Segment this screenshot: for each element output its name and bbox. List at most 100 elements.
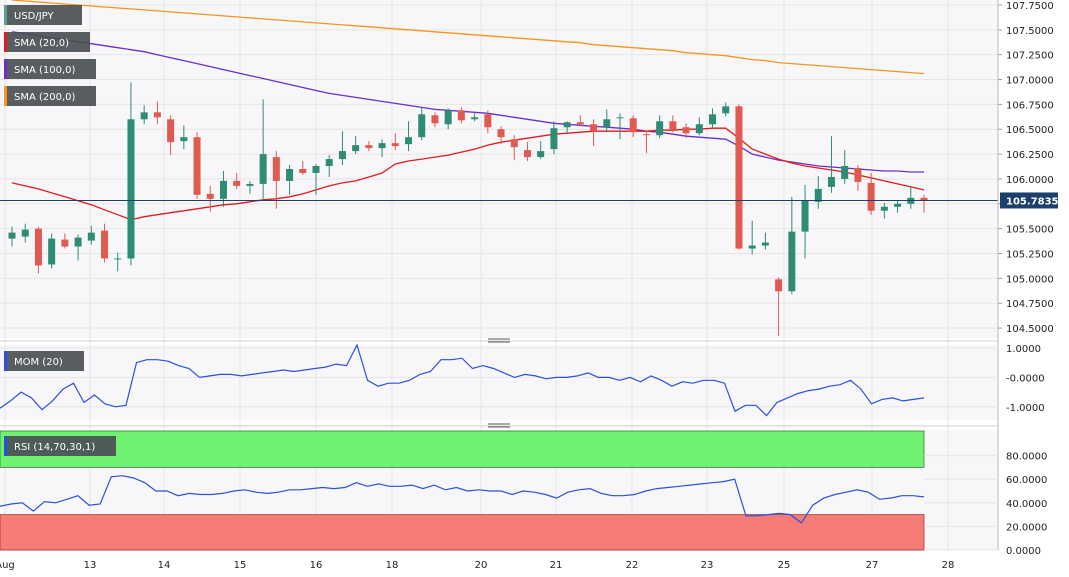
legend-sma100-swatch: [4, 59, 7, 79]
candle-body: [814, 188, 822, 202]
candle-body: [801, 200, 809, 232]
legend-sma100-label: SMA (100,0): [14, 65, 76, 76]
candle-body: [457, 110, 465, 121]
candle-body: [405, 137, 413, 145]
price-tick-label: 106.2500: [1006, 150, 1054, 161]
price-tick-label: 106.7500: [1006, 100, 1054, 111]
rsi-tick-label: 20.0000: [1006, 522, 1047, 533]
rsi-tick-label: 40.0000: [1006, 499, 1047, 510]
candle-body: [246, 183, 254, 186]
x-tick-label: 14: [158, 560, 171, 571]
price-tick-label: 105.0000: [1006, 274, 1054, 285]
candle-body: [880, 206, 888, 211]
candle-body: [484, 114, 492, 128]
candle-body: [695, 124, 703, 134]
candle-body: [378, 143, 386, 149]
candle-body: [418, 114, 426, 138]
legend-sma100-box: [4, 59, 96, 79]
x-tick-label: 15: [234, 560, 247, 571]
candle-body: [312, 166, 320, 173]
candle-body: [444, 110, 452, 125]
x-tick-label: 27: [866, 560, 879, 571]
price-tick-label: 107.7500: [1006, 1, 1054, 12]
candle-body: [497, 129, 505, 138]
candle-body: [471, 117, 479, 120]
candle-body: [827, 176, 835, 187]
price-tick-label: 106.0000: [1006, 175, 1054, 186]
candle-body: [365, 145, 373, 149]
candle-body: [219, 180, 227, 199]
x-tick-label: Aug: [0, 560, 15, 571]
candle-body: [74, 237, 82, 247]
momentum-tick-label: 1.0000: [1006, 344, 1041, 355]
candle-body: [894, 203, 902, 207]
candle-body: [920, 197, 928, 201]
legend-symbol-box: [4, 5, 82, 25]
x-tick-label: 22: [626, 560, 639, 571]
candle-body: [431, 115, 439, 124]
rsi-tick-label: 60.0000: [1006, 475, 1047, 486]
candle-body: [576, 122, 584, 125]
sma20-line: [11, 127, 925, 221]
x-tick-label: 28: [942, 560, 955, 571]
candle-body: [735, 106, 743, 249]
candle-body: [682, 127, 690, 134]
rsi-overbought-zone: [0, 430, 925, 468]
price-tick-label: 107.0000: [1006, 76, 1054, 87]
candle-body: [286, 169, 294, 181]
rsi-tick-label: 80.0000: [1006, 452, 1047, 463]
legend-rsi-label: RSI (14,70,30,1): [14, 442, 95, 453]
candle-body: [193, 137, 201, 195]
x-tick-label: 25: [778, 560, 791, 571]
legend-symbol-swatch: [4, 5, 7, 25]
candle-body: [854, 168, 862, 182]
momentum-tick-label: -0.0000: [1006, 373, 1045, 384]
candle-body: [603, 119, 611, 128]
momentum-panel-bg: [0, 345, 998, 420]
candle-body: [259, 154, 267, 184]
price-panel-bg: [0, 0, 998, 338]
legend-symbol-label: USD/JPY: [14, 11, 54, 22]
legend-momentum-box: [4, 351, 84, 371]
candle-body: [101, 230, 109, 259]
legend-sma20-box: [4, 32, 90, 52]
x-tick-label: 16: [310, 560, 323, 571]
candle-body: [34, 228, 42, 266]
candle-body: [748, 245, 756, 249]
candle-body: [669, 121, 677, 130]
candle-body: [761, 242, 769, 246]
candle-body: [537, 151, 545, 158]
legend-rsi-box: [4, 436, 116, 456]
x-tick-label: 21: [550, 560, 563, 571]
legend-sma20-swatch: [4, 32, 7, 52]
price-tick-label: 104.7500: [1006, 299, 1054, 310]
candle-body: [642, 134, 650, 136]
candle-body: [272, 157, 280, 181]
candle-body: [140, 112, 148, 120]
legend-momentum-swatch: [4, 351, 7, 371]
legend-rsi-swatch: [4, 436, 7, 456]
sma200-line: [11, 0, 925, 75]
candle-body: [616, 117, 624, 119]
price-tick-label: 107.5000: [1006, 26, 1054, 37]
candle-body: [153, 112, 161, 118]
candle-body: [867, 182, 875, 211]
candle-body: [180, 137, 188, 142]
candle-body: [8, 232, 16, 239]
price-tick-label: 105.5000: [1006, 225, 1054, 236]
candle-body: [629, 118, 637, 133]
legend-momentum-label: MOM (20): [14, 357, 63, 368]
candle-body: [788, 231, 796, 292]
candle-body: [550, 128, 558, 150]
last-price-label: 105.7835: [1006, 196, 1059, 207]
candle-body: [325, 159, 333, 167]
price-tick-label: 107.2500: [1006, 51, 1054, 62]
candle-body: [206, 193, 214, 199]
rsi-tick-label: 0.0000: [1006, 546, 1041, 557]
sma100-line: [11, 31, 924, 173]
legend-sma200-box: [4, 86, 96, 106]
candle-body: [523, 150, 531, 158]
candle-body: [563, 122, 571, 128]
